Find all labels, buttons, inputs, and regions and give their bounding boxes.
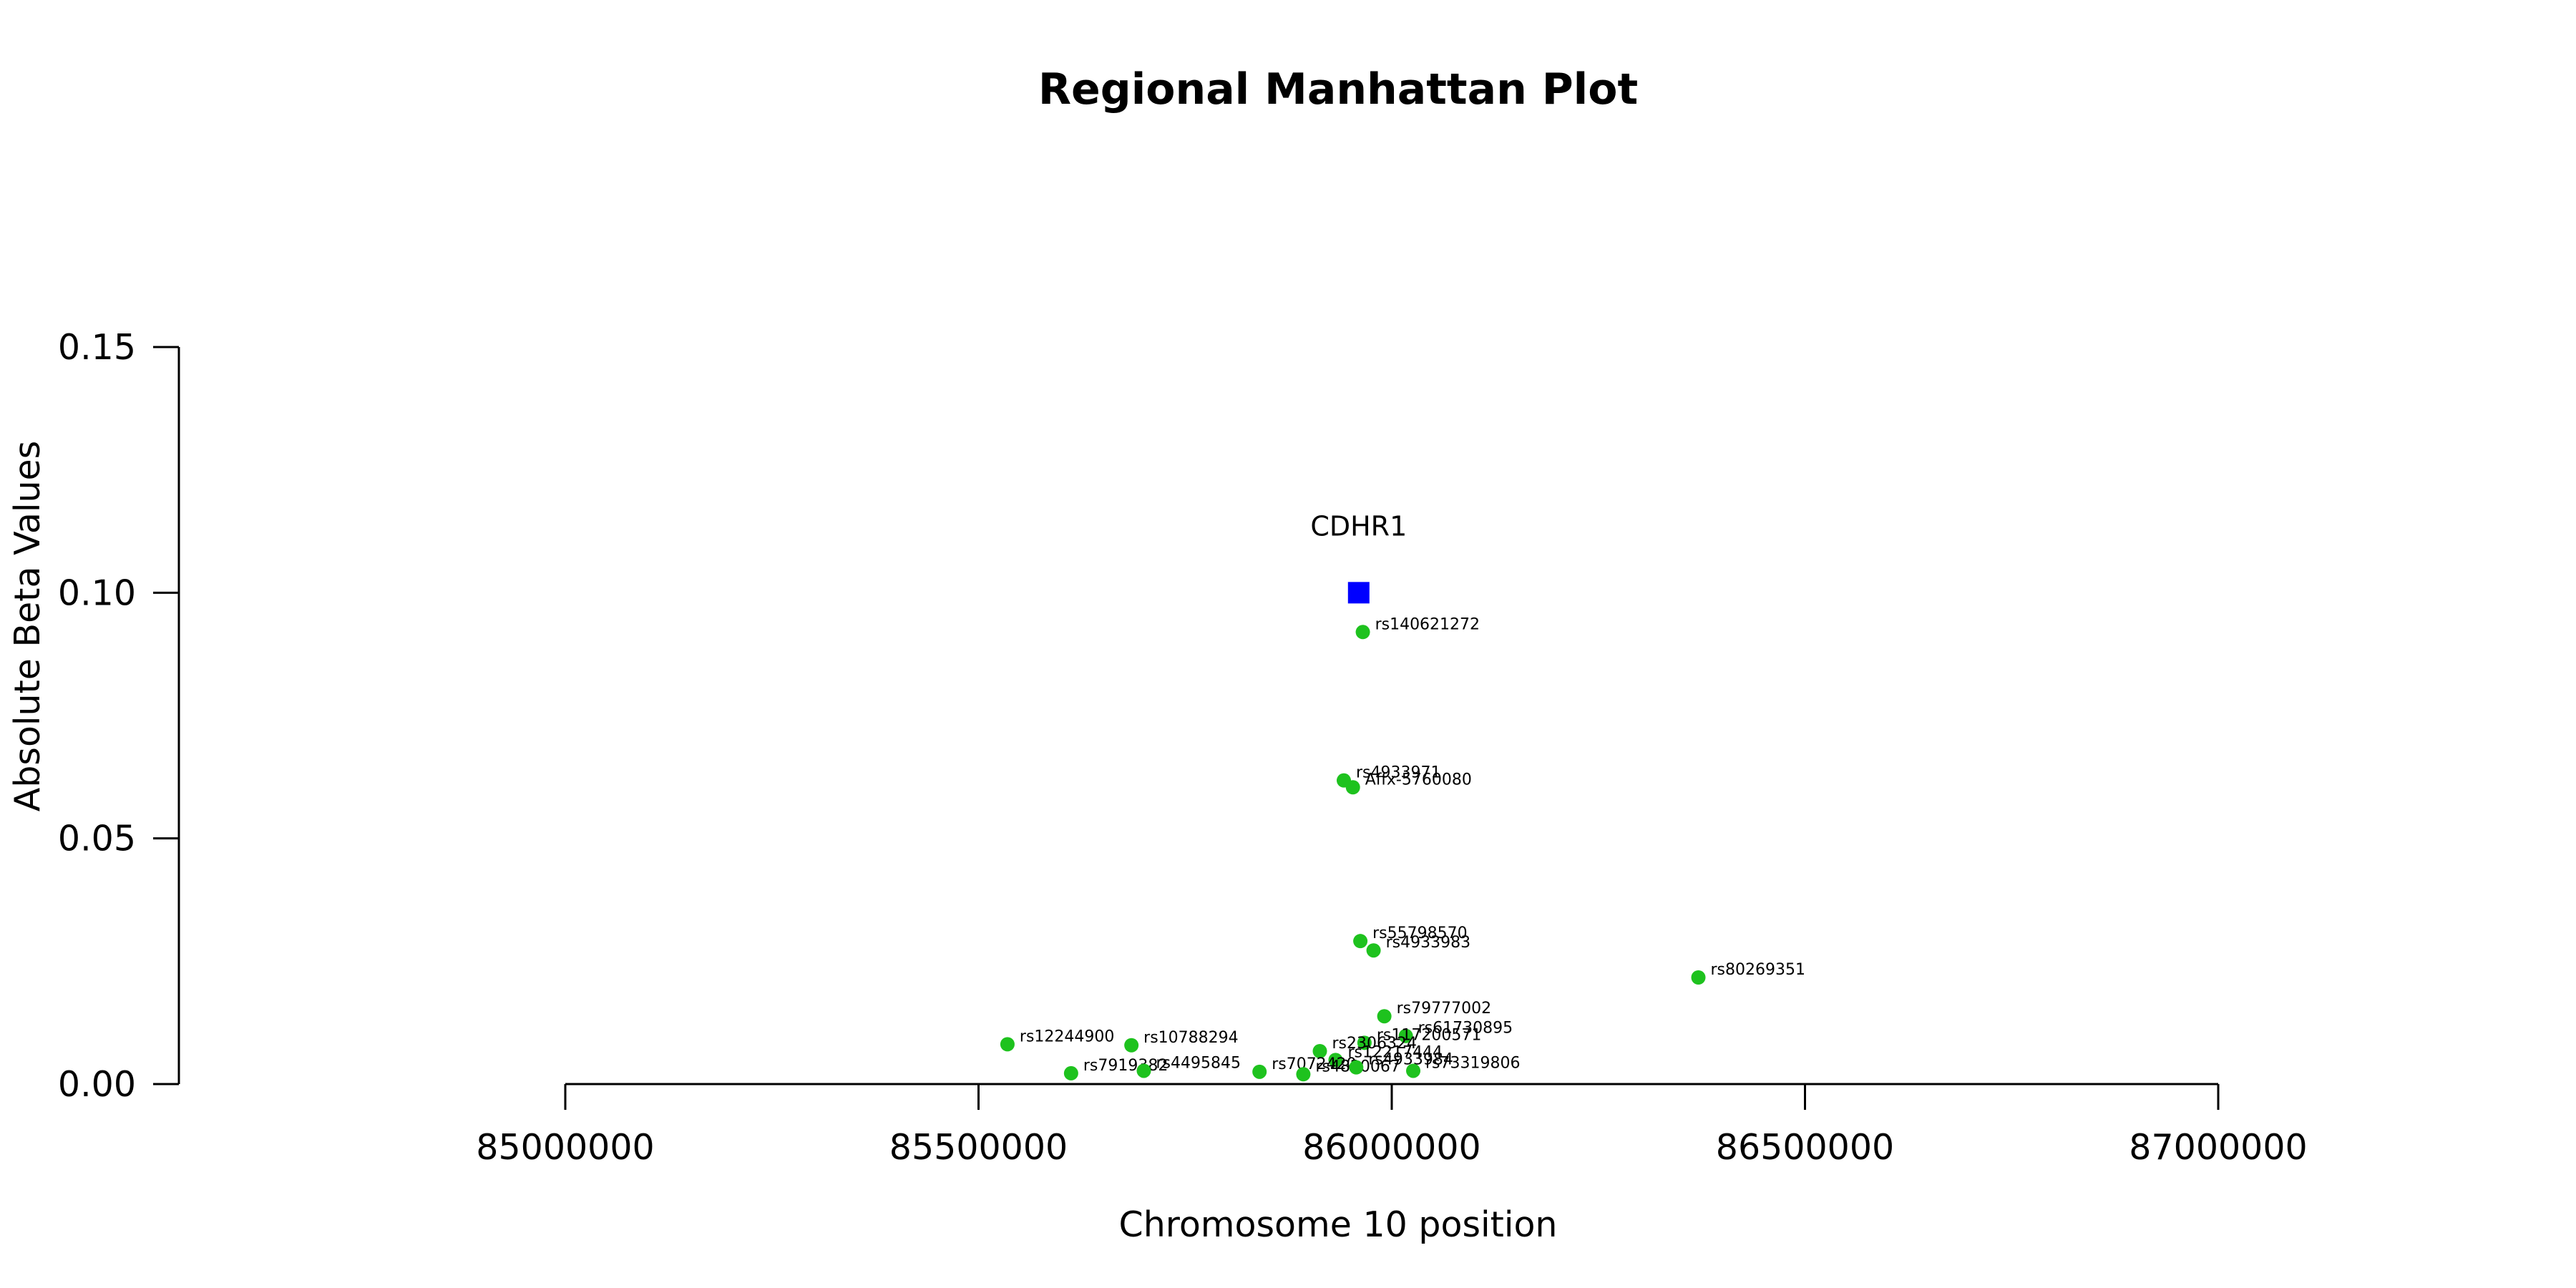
snp-label: rs140621272 xyxy=(1375,615,1480,633)
snp-marker xyxy=(1063,1065,1078,1080)
snp-point: Affx-5760080 xyxy=(1345,771,1472,795)
y-tick-label: 0.15 xyxy=(58,327,136,368)
snp-marker xyxy=(1377,1009,1392,1024)
y-tick-label: 0.05 xyxy=(58,819,136,859)
x-axis-label: Chromosome 10 position xyxy=(1118,1204,1557,1245)
snp-label: rs12217444 xyxy=(1347,1043,1442,1061)
snp-point: rs2306324 xyxy=(1312,1035,1418,1058)
gene-square xyxy=(1347,582,1370,604)
gene-label: CDHR1 xyxy=(1310,510,1407,542)
snp-label: rs79777002 xyxy=(1397,1000,1491,1018)
snp-point: rs55798570 xyxy=(1353,924,1468,949)
snp-label: Affx-5760080 xyxy=(1365,771,1472,789)
snp-marker xyxy=(1691,970,1706,985)
snp-point: rs4933983 xyxy=(1366,934,1470,958)
y-tick-label: 0.10 xyxy=(58,572,136,613)
snp-marker xyxy=(1136,1063,1151,1078)
snp-label: rs12244900 xyxy=(1020,1028,1114,1045)
snp-marker xyxy=(1328,1053,1343,1068)
x-tick-label: 85500000 xyxy=(889,1127,1068,1168)
snp-marker xyxy=(1312,1043,1327,1058)
y-axis: 0.00 0.05 0.10 0.15 xyxy=(58,327,180,1105)
snp-point: rs7072420 xyxy=(1252,1055,1357,1079)
y-axis-label: Absolute Beta Values xyxy=(7,441,48,811)
snp-marker xyxy=(1252,1064,1267,1079)
snp-marker xyxy=(1355,625,1370,640)
snp-label: rs61730895 xyxy=(1418,1020,1513,1038)
snp-point: rs7919382 xyxy=(1063,1057,1169,1080)
x-axis: 85000000 85500000 86000000 86500000 87000000 xyxy=(476,1083,2308,1168)
snp-point: rs4495845 xyxy=(1136,1054,1241,1078)
chart-title: Regional Manhattan Plot xyxy=(1038,64,1638,114)
snp-point: rs117200571 xyxy=(1357,1026,1481,1050)
snp-point: rs12217444 xyxy=(1328,1043,1443,1068)
snp-marker xyxy=(1296,1067,1311,1082)
snp-marker xyxy=(1366,943,1381,958)
snp-marker xyxy=(1406,1063,1421,1078)
snp-point: rs10788294 xyxy=(1124,1029,1239,1053)
snp-label: rs4495845 xyxy=(1156,1054,1241,1072)
snp-marker xyxy=(1000,1037,1015,1052)
snp-label: rs10788294 xyxy=(1143,1029,1238,1047)
snp-marker xyxy=(1357,1035,1372,1050)
snp-marker xyxy=(1398,1028,1413,1043)
snp-label: rs7072420 xyxy=(1272,1055,1357,1073)
snp-point: rs61730895 xyxy=(1398,1020,1513,1043)
snp-label: rs80269351 xyxy=(1711,961,1805,979)
snp-label: rs73319806 xyxy=(1425,1054,1520,1072)
snp-label: rs7919382 xyxy=(1083,1057,1169,1075)
snp-point: rs79777002 xyxy=(1377,1000,1491,1024)
y-tick-label: 0.00 xyxy=(58,1064,136,1105)
snp-label: rs4933983 xyxy=(1386,934,1470,952)
snp-label: rs2306324 xyxy=(1332,1035,1418,1053)
snp-point: rs140621272 xyxy=(1355,615,1480,640)
snp-marker xyxy=(1353,934,1368,949)
gene-marker: CDHR1 xyxy=(1310,510,1407,604)
snp-point: rs73319806 xyxy=(1406,1054,1521,1078)
snp-label: rs4933971 xyxy=(1356,764,1441,782)
x-tick-label: 87000000 xyxy=(2129,1127,2307,1168)
snp-label: rs55798570 xyxy=(1372,924,1467,942)
snp-marker xyxy=(1124,1038,1139,1053)
snp-point: rs12244900 xyxy=(1000,1028,1114,1052)
snp-marker xyxy=(1349,1060,1364,1075)
x-tick-label: 86500000 xyxy=(1716,1127,1894,1168)
snp-marker xyxy=(1345,780,1360,795)
snp-label: rs117200571 xyxy=(1377,1026,1481,1044)
snp-point: rs80269351 xyxy=(1691,961,1805,985)
x-tick-label: 85000000 xyxy=(476,1127,654,1168)
x-tick-label: 86000000 xyxy=(1302,1127,1480,1168)
